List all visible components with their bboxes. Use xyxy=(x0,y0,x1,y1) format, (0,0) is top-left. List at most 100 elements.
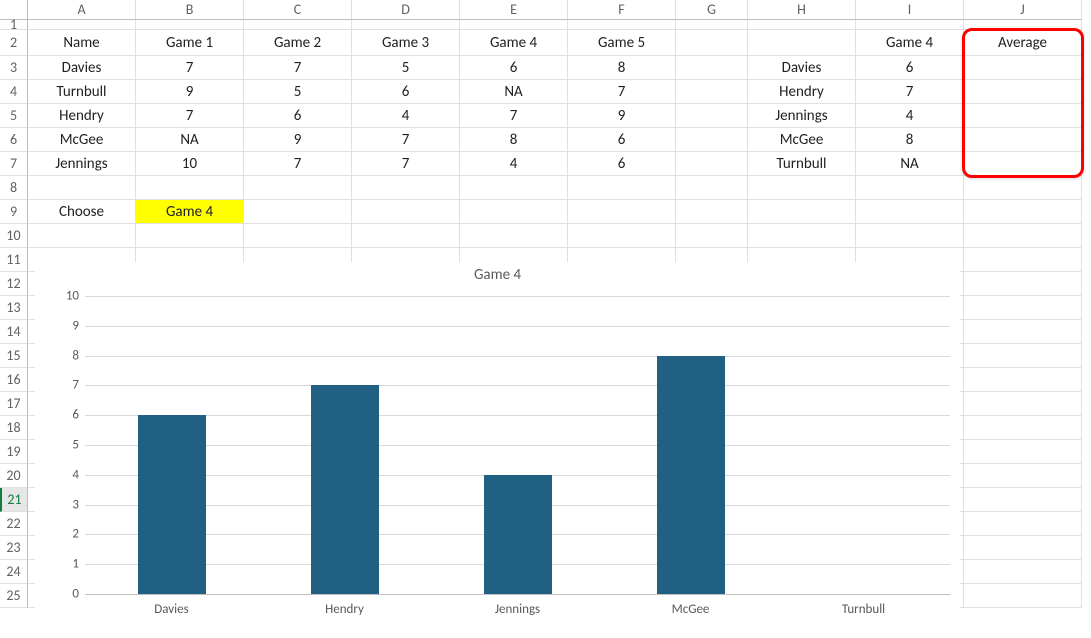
cell-D1[interactable] xyxy=(352,20,460,30)
cell-J16[interactable] xyxy=(964,368,1082,392)
row-header-21[interactable]: 21 xyxy=(0,488,28,512)
row-header-20[interactable]: 20 xyxy=(0,464,28,488)
cell-A3[interactable]: Davies xyxy=(28,56,136,80)
cell-F2[interactable]: Game 5 xyxy=(568,30,676,56)
cell-E5[interactable]: 7 xyxy=(460,104,568,128)
cell-E2[interactable]: Game 4 xyxy=(460,30,568,56)
cell-B2[interactable]: Game 1 xyxy=(136,30,244,56)
column-header-A[interactable]: A xyxy=(28,0,136,20)
cell-D4[interactable]: 6 xyxy=(352,80,460,104)
cell-J17[interactable] xyxy=(964,392,1082,416)
cell-C1[interactable] xyxy=(244,20,352,30)
row-header-16[interactable]: 16 xyxy=(0,368,28,392)
cell-F5[interactable]: 9 xyxy=(568,104,676,128)
cell-I7[interactable]: NA xyxy=(856,152,964,176)
cell-E10[interactable] xyxy=(460,224,568,248)
cell-H4[interactable]: Hendry xyxy=(748,80,856,104)
cell-A7[interactable]: Jennings xyxy=(28,152,136,176)
column-header-E[interactable]: E xyxy=(460,0,568,20)
cell-B5[interactable]: 7 xyxy=(136,104,244,128)
column-header-J[interactable]: J xyxy=(964,0,1082,20)
row-header-1[interactable]: 1 xyxy=(0,20,28,30)
row-header-25[interactable]: 25 xyxy=(0,584,28,608)
cell-I10[interactable] xyxy=(856,224,964,248)
cell-H8[interactable] xyxy=(748,176,856,200)
cell-A5[interactable]: Hendry xyxy=(28,104,136,128)
cell-H2[interactable] xyxy=(748,30,856,56)
cell-F9[interactable] xyxy=(568,200,676,224)
cell-J23[interactable] xyxy=(964,536,1082,560)
cell-D10[interactable] xyxy=(352,224,460,248)
cell-H10[interactable] xyxy=(748,224,856,248)
cell-G3[interactable] xyxy=(676,56,748,80)
cell-I6[interactable]: 8 xyxy=(856,128,964,152)
row-header-9[interactable]: 9 xyxy=(0,200,28,224)
cell-C8[interactable] xyxy=(244,176,352,200)
cell-D3[interactable]: 5 xyxy=(352,56,460,80)
cell-J18[interactable] xyxy=(964,416,1082,440)
row-header-18[interactable]: 18 xyxy=(0,416,28,440)
cell-J24[interactable] xyxy=(964,560,1082,584)
cell-C7[interactable]: 7 xyxy=(244,152,352,176)
cell-G1[interactable] xyxy=(676,20,748,30)
cell-D7[interactable]: 7 xyxy=(352,152,460,176)
cell-A1[interactable] xyxy=(28,20,136,30)
row-header-15[interactable]: 15 xyxy=(0,344,28,368)
row-header-12[interactable]: 12 xyxy=(0,272,28,296)
column-header-H[interactable]: H xyxy=(748,0,856,20)
row-header-10[interactable]: 10 xyxy=(0,224,28,248)
cell-J21[interactable] xyxy=(964,488,1082,512)
row-header-22[interactable]: 22 xyxy=(0,512,28,536)
cell-J7[interactable] xyxy=(964,152,1082,176)
cell-F1[interactable] xyxy=(568,20,676,30)
cell-J25[interactable] xyxy=(964,584,1082,608)
cell-J1[interactable] xyxy=(964,20,1082,30)
cell-C5[interactable]: 6 xyxy=(244,104,352,128)
row-header-8[interactable]: 8 xyxy=(0,176,28,200)
cell-E6[interactable]: 8 xyxy=(460,128,568,152)
cell-G9[interactable] xyxy=(676,200,748,224)
row-header-11[interactable]: 11 xyxy=(0,248,28,272)
row-header-6[interactable]: 6 xyxy=(0,128,28,152)
cell-B3[interactable]: 7 xyxy=(136,56,244,80)
column-header-I[interactable]: I xyxy=(856,0,964,20)
cell-J11[interactable] xyxy=(964,248,1082,272)
row-header-23[interactable]: 23 xyxy=(0,536,28,560)
cell-G10[interactable] xyxy=(676,224,748,248)
cell-C10[interactable] xyxy=(244,224,352,248)
column-header-G[interactable]: G xyxy=(676,0,748,20)
cell-J13[interactable] xyxy=(964,296,1082,320)
cell-F3[interactable]: 8 xyxy=(568,56,676,80)
cell-H6[interactable]: McGee xyxy=(748,128,856,152)
cell-H7[interactable]: Turnbull xyxy=(748,152,856,176)
cell-C6[interactable]: 9 xyxy=(244,128,352,152)
cell-F6[interactable]: 6 xyxy=(568,128,676,152)
cell-H5[interactable]: Jennings xyxy=(748,104,856,128)
cell-B8[interactable] xyxy=(136,176,244,200)
cell-B9[interactable]: Game 4 xyxy=(136,200,244,224)
cell-F4[interactable]: 7 xyxy=(568,80,676,104)
row-header-13[interactable]: 13 xyxy=(0,296,28,320)
cell-A4[interactable]: Turnbull xyxy=(28,80,136,104)
cell-J19[interactable] xyxy=(964,440,1082,464)
cell-J5[interactable] xyxy=(964,104,1082,128)
row-header-4[interactable]: 4 xyxy=(0,80,28,104)
cell-I1[interactable] xyxy=(856,20,964,30)
row-header-17[interactable]: 17 xyxy=(0,392,28,416)
column-header-D[interactable]: D xyxy=(352,0,460,20)
cell-G5[interactable] xyxy=(676,104,748,128)
cell-C2[interactable]: Game 2 xyxy=(244,30,352,56)
cell-B10[interactable] xyxy=(136,224,244,248)
cell-E4[interactable]: NA xyxy=(460,80,568,104)
cell-F10[interactable] xyxy=(568,224,676,248)
row-header-24[interactable]: 24 xyxy=(0,560,28,584)
cell-A9[interactable]: Choose xyxy=(28,200,136,224)
column-header-F[interactable]: F xyxy=(568,0,676,20)
cell-H1[interactable] xyxy=(748,20,856,30)
cell-J4[interactable] xyxy=(964,80,1082,104)
cell-J22[interactable] xyxy=(964,512,1082,536)
cell-E3[interactable]: 6 xyxy=(460,56,568,80)
cell-I2[interactable]: Game 4 xyxy=(856,30,964,56)
cell-D6[interactable]: 7 xyxy=(352,128,460,152)
cell-G2[interactable] xyxy=(676,30,748,56)
